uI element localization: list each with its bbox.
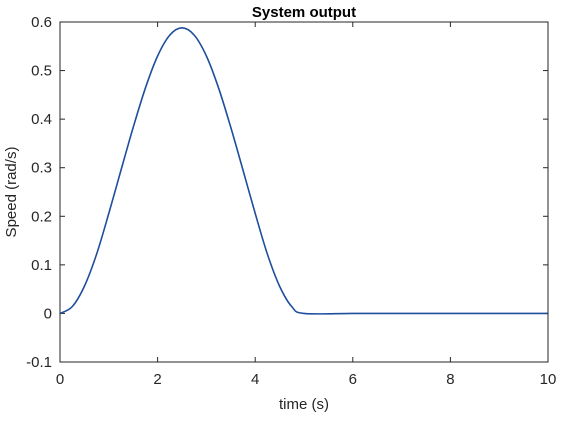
y-tick-label: 0.1 <box>31 257 52 274</box>
y-tick-label: -0.1 <box>26 354 52 371</box>
plot-area <box>60 22 548 362</box>
y-tick-label: 0.4 <box>31 111 52 128</box>
x-tick-label: 6 <box>349 371 357 388</box>
y-tick-label: 0 <box>44 305 52 322</box>
y-tick-label: 0.5 <box>31 63 52 80</box>
plot-box <box>59 21 549 363</box>
x-tick-label: 0 <box>56 371 64 388</box>
tick-labels: 0 2 4 6 8 10-0.100.10.20.30.40.50.6 <box>26 14 556 388</box>
chart-title: System output <box>252 4 356 21</box>
x-tick-label: 10 <box>540 371 557 388</box>
x-tick-label: 4 <box>251 371 259 388</box>
y-tick-label: 0.3 <box>31 160 52 177</box>
series-layer <box>59 27 548 315</box>
x-axis-label: time (s) <box>279 396 329 413</box>
x-tick-label: 8 <box>446 371 454 388</box>
y-tick-label: 0.2 <box>31 208 52 225</box>
y-axis-label: Speed (rad/s) <box>3 147 20 238</box>
x-tick-label: 2 <box>153 371 161 388</box>
y-tick-label: 0.6 <box>31 14 52 31</box>
series-line <box>59 27 548 315</box>
